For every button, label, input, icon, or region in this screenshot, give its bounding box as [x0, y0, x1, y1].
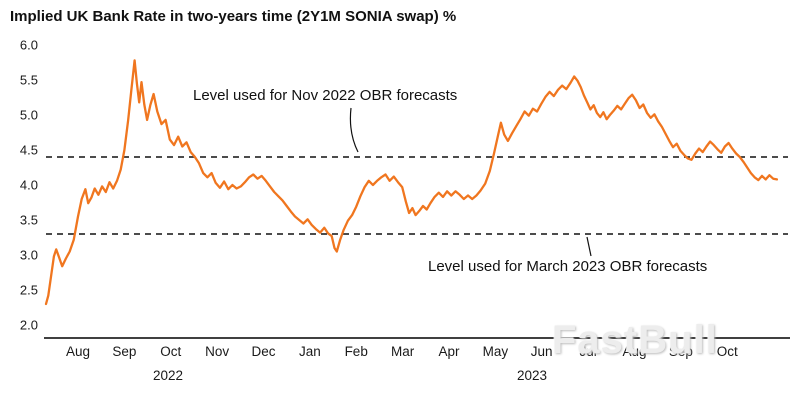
y-tick-label: 4.0	[20, 178, 38, 193]
x-tick-label: Aug	[622, 344, 646, 359]
x-tick-label: Aug	[66, 344, 90, 359]
y-tick-label: 6.0	[20, 38, 38, 53]
y-tick-label: 5.5	[20, 73, 38, 88]
year-label: 2023	[517, 368, 547, 383]
x-tick-label: Oct	[160, 344, 181, 359]
annotation-leader-line-nov2022	[349, 107, 359, 153]
x-tick-label: Jan	[299, 344, 321, 359]
x-tick-label: Nov	[205, 344, 229, 359]
annotation-leader-line-mar2023	[586, 236, 592, 257]
y-tick-label: 2.0	[20, 318, 38, 333]
annotation-march-2023-obr: Level used for March 2023 OBR forecasts	[428, 258, 708, 275]
x-tick-label: Jul	[579, 344, 596, 359]
y-tick-label: 2.5	[20, 283, 38, 298]
y-tick-label: 4.5	[20, 143, 38, 158]
x-tick-label: Apr	[438, 344, 460, 359]
x-tick-label: Feb	[345, 344, 368, 359]
x-tick-label: May	[483, 344, 509, 359]
x-tick-label: Jun	[531, 344, 553, 359]
x-tick-label: Dec	[251, 344, 275, 359]
chart-title: Implied UK Bank Rate in two-years time (…	[10, 8, 457, 25]
x-tick-label: Sep	[669, 344, 693, 359]
x-tick-label: Oct	[717, 344, 738, 359]
x-tick-label: Sep	[112, 344, 136, 359]
annotation-nov-2022-obr: Level used for Nov 2022 OBR forecasts	[193, 87, 458, 104]
year-label: 2022	[153, 368, 183, 383]
y-tick-label: 5.0	[20, 108, 38, 123]
sonia-swap-line	[44, 59, 779, 306]
y-tick-label: 3.0	[20, 248, 38, 263]
x-tick-label: Mar	[391, 344, 415, 359]
y-tick-label: 3.5	[20, 213, 38, 228]
